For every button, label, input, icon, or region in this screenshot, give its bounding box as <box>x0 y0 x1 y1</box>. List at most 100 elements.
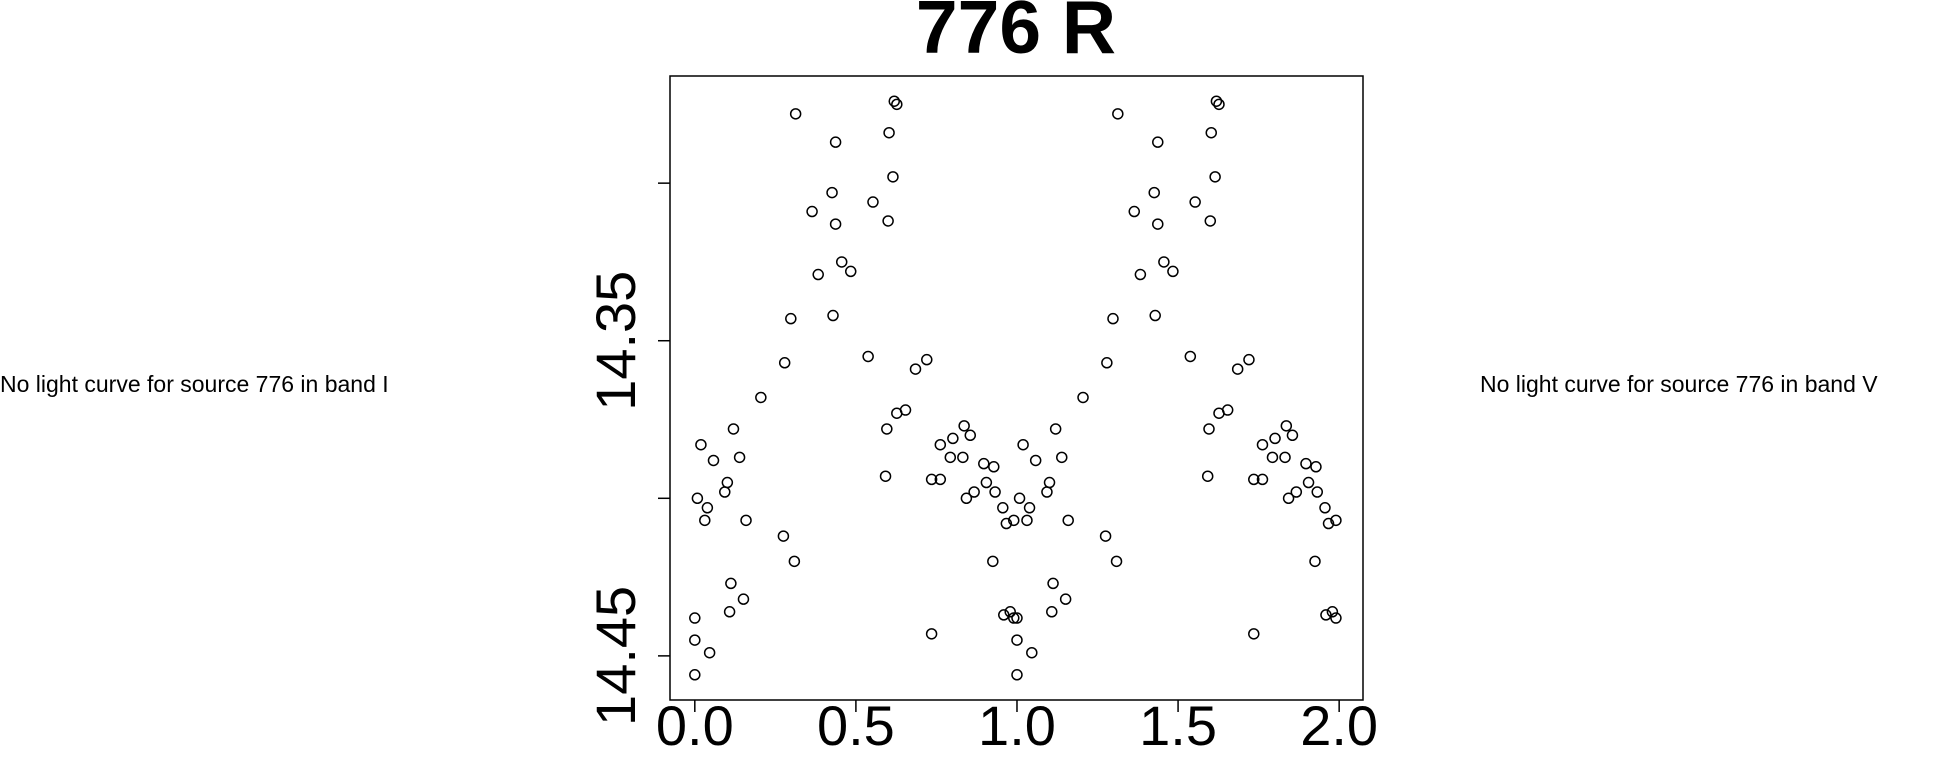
point <box>691 492 704 505</box>
point <box>1011 612 1023 624</box>
point <box>891 98 903 111</box>
point <box>997 502 1009 514</box>
point <box>1008 514 1020 527</box>
point <box>835 256 848 268</box>
point <box>1326 606 1339 618</box>
point <box>1062 514 1074 527</box>
point <box>689 669 701 681</box>
point <box>1021 514 1033 527</box>
point <box>1184 350 1197 363</box>
point <box>882 215 894 227</box>
point <box>1029 454 1042 467</box>
point <box>883 126 895 139</box>
point <box>1330 514 1342 527</box>
point <box>1077 391 1089 404</box>
point <box>829 136 842 148</box>
point <box>1099 530 1112 542</box>
point <box>925 628 938 640</box>
point <box>1319 502 1331 514</box>
point <box>1167 265 1179 278</box>
point <box>1286 429 1299 442</box>
point <box>1013 492 1026 505</box>
point <box>1203 423 1215 435</box>
point <box>1330 612 1342 624</box>
point <box>1008 612 1020 624</box>
plot-frame <box>669 75 1364 701</box>
point <box>829 218 842 230</box>
point <box>1149 309 1161 322</box>
point <box>1101 357 1113 369</box>
point <box>1221 404 1234 416</box>
note-right: No light curve for source 776 in band V <box>1480 371 1878 397</box>
point <box>968 486 980 498</box>
point <box>1201 470 1214 482</box>
point <box>957 451 969 464</box>
point <box>1046 606 1058 618</box>
point <box>1213 98 1225 111</box>
point <box>695 438 707 451</box>
point <box>1056 451 1068 464</box>
point <box>788 555 801 568</box>
point <box>1152 136 1164 148</box>
point <box>1000 517 1013 530</box>
point <box>909 363 922 375</box>
point <box>1266 451 1279 464</box>
point <box>1158 256 1170 268</box>
point <box>1279 451 1291 464</box>
point <box>1209 171 1221 183</box>
point <box>777 530 790 542</box>
point <box>733 451 746 464</box>
point <box>1300 457 1312 470</box>
point <box>1322 517 1335 530</box>
point <box>1302 476 1315 489</box>
point <box>737 593 750 605</box>
point <box>1112 108 1124 120</box>
point <box>721 476 734 489</box>
point <box>867 196 879 208</box>
point <box>755 391 767 404</box>
x-tick-label: 1.5 <box>1139 694 1217 757</box>
point <box>785 312 797 325</box>
point <box>727 423 740 435</box>
point <box>723 606 736 618</box>
point <box>958 420 970 432</box>
point <box>947 432 959 445</box>
x-tick-label: 0.5 <box>817 694 895 757</box>
point <box>980 476 993 489</box>
point <box>1269 432 1281 445</box>
point <box>1043 476 1056 489</box>
point <box>1282 492 1295 505</box>
point <box>888 95 900 107</box>
point <box>1248 473 1260 486</box>
point <box>1134 268 1147 281</box>
point <box>778 357 791 369</box>
point <box>887 171 899 183</box>
point <box>934 473 947 486</box>
point <box>1110 555 1123 568</box>
point <box>921 353 933 366</box>
point <box>899 404 912 416</box>
point <box>699 514 711 527</box>
point <box>1128 205 1141 218</box>
point <box>862 350 874 363</box>
point <box>1320 609 1332 621</box>
point <box>1311 486 1324 498</box>
point <box>944 451 957 464</box>
point <box>1011 669 1023 681</box>
point <box>789 108 802 120</box>
point <box>1256 473 1269 486</box>
point <box>934 438 947 451</box>
point <box>1041 486 1053 498</box>
point <box>1011 634 1023 646</box>
x-tick-label: 2.0 <box>1300 694 1378 757</box>
point <box>740 514 752 527</box>
point <box>1204 215 1217 227</box>
point <box>707 454 720 467</box>
point <box>1231 363 1244 375</box>
point <box>1310 461 1322 473</box>
point <box>1017 438 1029 451</box>
point <box>1107 312 1119 325</box>
point <box>1049 423 1062 435</box>
x-tick-label: 0.0 <box>656 694 734 757</box>
point <box>960 492 973 505</box>
